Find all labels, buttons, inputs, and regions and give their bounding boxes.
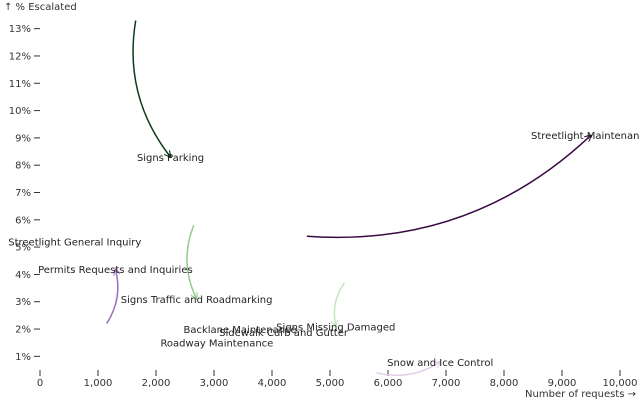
y-tick-label: 5% [15,243,31,254]
x-tick-label: 10,000 [603,378,638,389]
point-label: Signs Parking [137,153,204,164]
y-tick-label: 3% [15,297,31,308]
series-arrow [186,224,197,299]
point-label: Streetlight General Inquiry [8,238,141,249]
x-tick-label: 3,000 [200,378,229,389]
y-tick-label: 7% [15,188,31,199]
x-tick-label: 9,000 [548,378,577,389]
point-label: Permits Requests and Inquiries [38,265,193,276]
y-tick-label: 6% [15,215,31,226]
series-arrow [376,362,440,377]
y-tick-label: 11% [9,79,31,90]
x-tick-label: 2,000 [142,378,171,389]
x-tick-label: 4,000 [258,378,287,389]
y-tick-label: 9% [15,133,31,144]
y-tick-label: 8% [15,161,31,172]
point-label: Snow and Ice Control [387,358,493,369]
series-arrow [306,135,591,239]
y-tick-label: 13% [9,24,31,35]
x-tick-label: 7,000 [432,378,461,389]
arrow-series [106,20,591,377]
point-label: Roadway Maintenance [160,339,273,350]
point-label: Streetlight Maintenance [531,131,640,142]
x-tick-label: 0 [37,378,43,389]
y-tick-label: 1% [15,352,31,363]
x-tick-label: 6,000 [374,378,403,389]
y-tick-label: 12% [9,51,31,62]
y-axis-label: ↑ % Escalated [4,2,77,13]
x-tick-label: 8,000 [490,378,519,389]
point-label: Sidewalk Curb and Gutter [219,328,349,339]
point-label: Signs Missing Damaged [276,322,395,333]
x-axis-label: Number of requests → [525,389,636,400]
series-arrow [334,282,346,327]
y-tick-label: 4% [15,270,31,281]
y-axis: 1% 2% 3% 4% 5% 6% 7% 8% 9% 10% 11% 12% 13% [9,24,40,363]
point-label: Signs Traffic and Roadmarking [121,295,273,306]
x-tick-label: 1,000 [84,378,113,389]
y-tick-label: 2% [15,325,31,336]
y-tick-label: 10% [9,106,31,117]
x-tick-label: 5,000 [316,378,345,389]
x-axis: 0 1,000 2,000 3,000 4,000 5,000 6,000 7,000 8,00… [37,370,638,389]
point-label: Backlane Maintenance [183,325,296,336]
series-arrow [132,20,170,157]
series-arrow [106,269,118,324]
point-labels: Streetlight Maintenance Signs Parking Sign… [8,131,640,369]
